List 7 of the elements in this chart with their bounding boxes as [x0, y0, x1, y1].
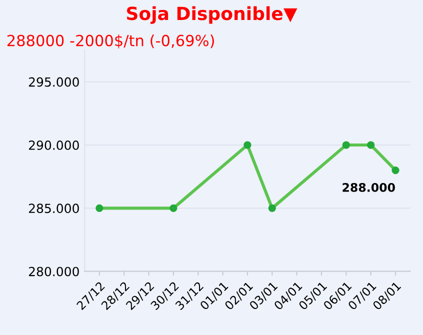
chart-title: Soja Disponible▼: [126, 6, 298, 24]
y-tick-label: 295.000: [28, 77, 79, 87]
annotation: 288.000: [342, 182, 395, 192]
chart-subtitle: 288000 -2000$/tn (-0,69%): [7, 34, 214, 48]
y-tick-label: 285.000: [28, 204, 79, 214]
y-tick-label: 280.000: [28, 266, 79, 276]
y-tick-label: 290.000: [28, 140, 79, 150]
